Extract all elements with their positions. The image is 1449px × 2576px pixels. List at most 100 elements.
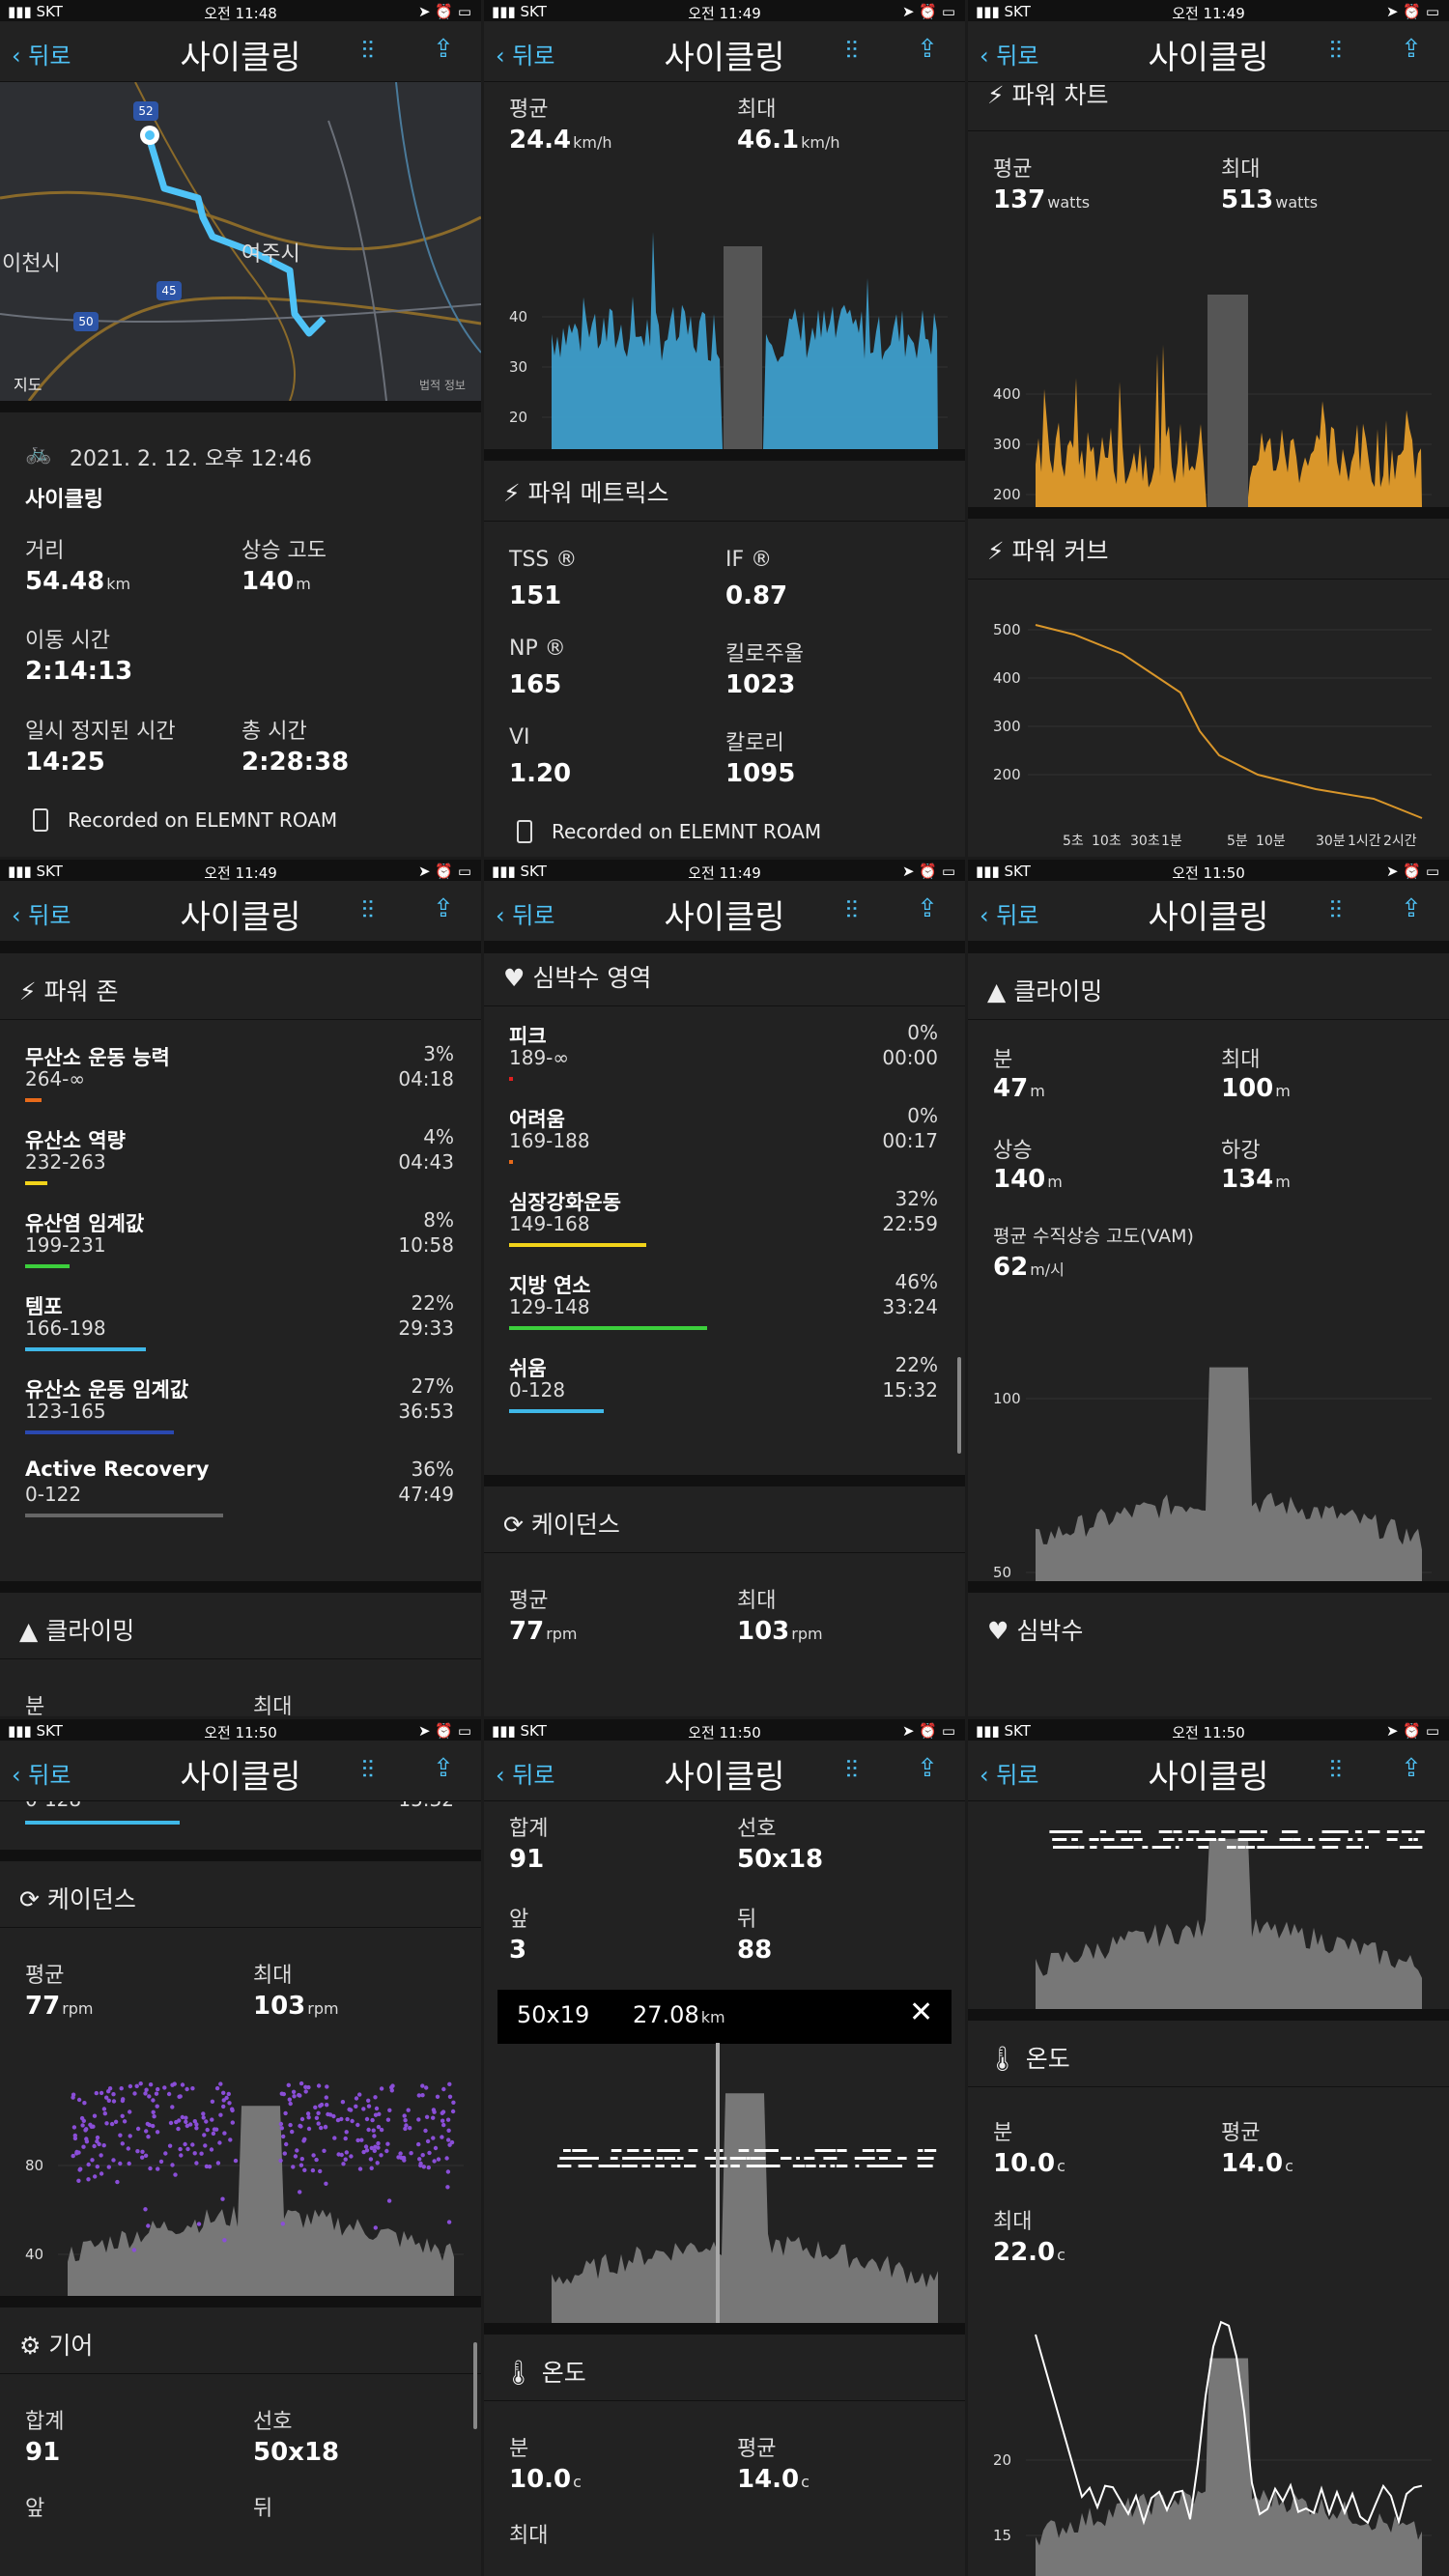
gear-chart-partial[interactable] [968,1801,1449,2009]
cadence-point [204,2164,210,2169]
settings-sliders-icon[interactable]: ⫶⫶ [361,896,374,925]
zone-name: 유산소 운동 임계값 [25,1378,189,1401]
temp-max-value: 22.0 c [993,2238,1065,2267]
share-icon[interactable]: ⇪ [917,35,938,64]
power-curve-chart[interactable]: 500 400 300 200 5초 10초 30초 1분 5분 10분 30분 1시간 2시간 [968,586,1449,857]
road-sign: 50 [73,312,99,331]
tooltip-close-button[interactable]: ✕ [909,1996,934,2029]
share-icon[interactable]: ⇪ [433,35,454,64]
cadence-point [77,2167,82,2172]
back-button[interactable]: ‹ 뒤로 [496,902,555,929]
zone-percent: 0% [907,1021,938,1044]
gear-chart[interactable] [484,2043,965,2323]
y-tick-label: 400 [993,385,1021,403]
cadence-point [444,2156,449,2161]
cadence-point [82,2101,87,2106]
gear-point [674,2165,681,2167]
cadence-point [446,2128,451,2133]
back-button[interactable]: ‹ 뒤로 [980,902,1039,929]
cadence-point [151,2098,156,2103]
share-icon[interactable]: ⇪ [433,1754,454,1783]
temperature-section: 🌡 온도 분 10.0c 평균 14.0c 최대 22.0c 201510 [968,2021,1449,2576]
hr-zones-section: ♥ 심박수 영역 피크 189-∞ 0% 00:00 어려움 169-188 0% 00:17… [484,953,965,1475]
cadence-point [209,2147,214,2152]
power-chart[interactable]: 400300200100 [968,275,1449,507]
gear-point [1413,1838,1418,1841]
cadence-point [210,2117,214,2122]
share-icon[interactable]: ⇪ [917,894,938,923]
cadence-point [364,2148,370,2153]
gear-point [1165,1846,1172,1849]
settings-sliders-icon[interactable]: ⫶⫶ [361,37,374,66]
bolt-icon: ⚡ [19,977,37,1005]
cadence-point [221,2104,226,2109]
back-button[interactable]: ‹ 뒤로 [496,42,555,70]
cadence-point [163,2151,168,2156]
gear-point [1260,1830,1267,1833]
zone-bar [509,1077,513,1081]
share-icon[interactable]: ⇪ [917,1754,938,1783]
x-tick-label: 10분 [1256,834,1286,849]
settings-sliders-icon[interactable]: ⫶⫶ [1329,896,1342,925]
settings-sliders-icon[interactable]: ⫶⫶ [1329,1756,1342,1785]
back-button[interactable]: ‹ 뒤로 [496,1762,555,1789]
gear-point [757,2165,765,2167]
panel-speed-power: ▮▮▮ SKT 오전 11:49 ➤ ⏰ ▭ ‹ 뒤로 사이클링 ⫶⫶ ⇪ 평균 24.4 k… [484,0,965,857]
settings-sliders-icon[interactable]: ⫶⫶ [845,1756,858,1785]
back-button[interactable]: ‹ 뒤로 [12,902,71,929]
cadence-max-value: 103 rpm [737,1617,823,1646]
panel-gears: ▮▮▮ SKT 오전 11:50 ➤ ⏰ ▭ ‹ 뒤로 사이클링 ⫶⫶ ⇪ 합계 91 선호… [484,1719,965,2576]
back-button[interactable]: ‹ 뒤로 [980,42,1039,70]
carrier-label: ▮▮▮ SKT [8,863,63,880]
route-map[interactable]: 52 45 50 이천시 여주시 지도 법적 정보 [0,82,481,402]
back-button[interactable]: ‹ 뒤로 [12,1762,71,1789]
gear-pref-label: 선호 [737,1817,777,1841]
gear-point [1164,1838,1175,1841]
gear-point [796,2157,800,2160]
gear-point [1119,1830,1127,1833]
map-legal-link[interactable]: 법적 정보 [419,379,466,392]
metric-label: 킬로주울 [725,642,804,666]
gear-point [1294,1846,1302,1849]
status-bar: ▮▮▮ SKT 오전 11:50 ➤ ⏰ ▭ [0,1719,481,1741]
share-icon[interactable]: ⇪ [1401,35,1422,64]
cadence-point [354,2096,359,2101]
cadence-point [283,2110,288,2116]
scrollbar[interactable] [957,1357,961,1454]
scrollbar[interactable] [473,2342,477,2429]
metric-value: 1.20 [509,759,572,788]
settings-sliders-icon[interactable]: ⫶⫶ [845,896,858,925]
zone-time: 15:32 [338,1801,454,1811]
cadence-point [168,2120,174,2126]
settings-sliders-icon[interactable]: ⫶⫶ [1329,37,1342,66]
y-tick-label: 40 [25,2246,43,2263]
cadence-point [355,2122,360,2128]
cadence-point [156,2086,160,2092]
gear-point [1228,1846,1236,1849]
settings-sliders-icon[interactable]: ⫶⫶ [361,1756,374,1785]
speed-chart[interactable]: 40302010 [484,217,965,449]
cadence-point [373,2095,378,2100]
cadence-point [376,2124,382,2130]
clock: 오전 11:50 [1172,864,1245,882]
gear-point [781,2157,792,2160]
cadence-chart[interactable]: 80 40 [0,2064,481,2296]
cadence-point [95,2135,100,2140]
share-icon[interactable]: ⇪ [1401,894,1422,923]
share-icon[interactable]: ⇪ [1401,1754,1422,1783]
gear-point [1273,1846,1283,1849]
back-button[interactable]: ‹ 뒤로 [980,1762,1039,1789]
elevation-chart[interactable]: 100 50 [968,1320,1449,1581]
zone-time: 36:53 [398,1400,454,1423]
gear-point [669,2149,680,2152]
share-icon[interactable]: ⇪ [433,894,454,923]
battery-icon: ➤ ⏰ ▭ [1386,3,1439,20]
gear-point [1167,1830,1173,1833]
back-button[interactable]: ‹ 뒤로 [12,42,71,70]
cadence-point [113,2119,119,2124]
cadence-point [371,2128,376,2133]
cadence-point [447,2142,452,2147]
gear-point [884,2165,889,2167]
settings-sliders-icon[interactable]: ⫶⫶ [845,37,858,66]
temperature-chart[interactable]: 201510 [968,2310,1449,2576]
